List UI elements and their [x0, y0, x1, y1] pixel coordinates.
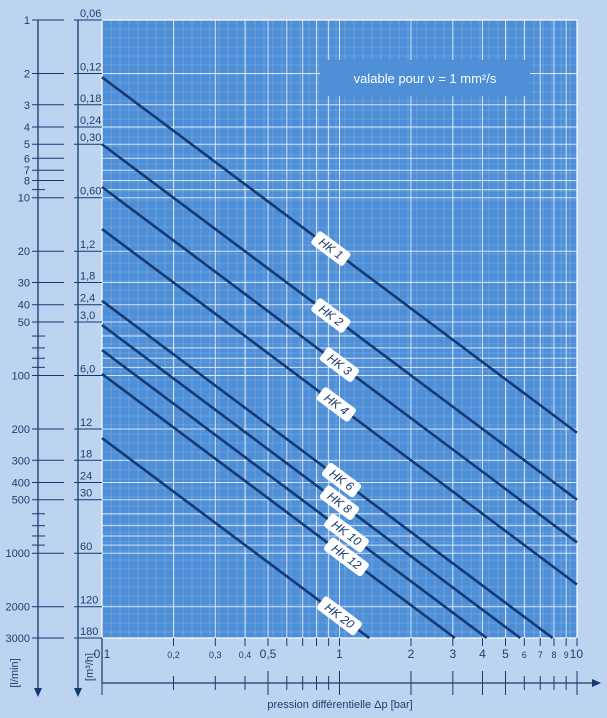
y-tick-label-m3-h: 60: [80, 541, 92, 553]
y-tick-label-m3-h: 0,24: [80, 115, 101, 127]
y-tick-label-m3-h: 0,60: [80, 186, 101, 198]
series-label-bg: [311, 298, 351, 333]
y-tick-label-l-min: 50: [18, 317, 30, 329]
x-tick-label: 0,3: [209, 650, 222, 660]
y-tick-label-l-min: 1: [24, 15, 30, 27]
x-tick-label: 7: [538, 650, 543, 660]
y-tick-label-l-min: 100: [12, 370, 30, 382]
y-unit-l-min: [l/min]: [9, 658, 21, 687]
y-tick-label-l-min: 4: [24, 122, 30, 134]
y-tick-label-m3-h: 12: [80, 417, 92, 429]
y-tick-label-l-min: 300: [12, 455, 30, 467]
y-tick-label-m3-h: 0,12: [80, 62, 101, 74]
series-label-bg: [316, 387, 356, 422]
series-label-bg: [311, 231, 351, 266]
x-tick-label: 0,5: [260, 647, 277, 661]
x-tick-label: 8: [551, 650, 556, 660]
y-tick-label-l-min: 30: [18, 278, 30, 290]
y-tick-label-l-min: 7: [24, 165, 30, 177]
y-unit-m3-h: [m³/h]: [84, 653, 96, 681]
x-tick-label: 1: [336, 647, 343, 661]
y-tick-label-l-min: 1000: [6, 548, 30, 560]
x-tick-label: 6: [522, 650, 527, 660]
x-axis-arrow: [592, 679, 601, 687]
annotation-box: valable pour ν = 1 mm²/s: [320, 60, 530, 96]
y-tick-label-l-min: 2000: [6, 602, 30, 614]
y-tick-label-l-min: 200: [12, 424, 30, 436]
y-tick-label-m3-h: 6,0: [80, 363, 95, 375]
y-tick-label-m3-h: 1,2: [80, 239, 95, 251]
y-tick-label-l-min: 40: [18, 300, 30, 312]
series-label-bg: [324, 537, 369, 577]
y-tick-label-m3-h: 2,4: [80, 293, 95, 305]
series-label-bg: [319, 485, 360, 520]
series-label-bg: [321, 462, 362, 498]
y-tick-label-l-min: 2: [24, 69, 30, 81]
y-tick-label-m3-h: 180: [80, 626, 98, 638]
x-tick-label: 4: [479, 647, 486, 661]
y-tick-label-l-min: 6: [24, 153, 30, 165]
y-tick-label-m3-h: 3,0: [80, 310, 95, 322]
y-tick-label-m3-h: 0,30: [80, 132, 101, 144]
x-tick-label: 5: [502, 647, 509, 661]
y-tick-label-m3-h: 18: [80, 448, 92, 460]
y-tick-label-l-min: 20: [18, 246, 30, 258]
x-tick-label: 9: [564, 650, 569, 660]
y-tick-label-l-min: 5: [24, 139, 30, 151]
y-tick-label-m3-h: 24: [80, 470, 92, 482]
y-axis-m3-h-arrow: [74, 688, 82, 697]
y-axis-l-min-arrow: [34, 688, 42, 697]
x-axis-label: pression différentielle Δp [bar]: [267, 699, 412, 711]
series-line: [101, 372, 456, 640]
x-tick-label: 2: [408, 647, 415, 661]
y-tick-label-m3-h: 0,18: [80, 93, 101, 105]
y-tick-label-l-min: 10: [18, 193, 30, 205]
x-tick-label: 10: [570, 647, 584, 661]
y-tick-label-l-min: 3: [24, 100, 30, 112]
y-axes: 1234567810203040501002003004005001000200…: [6, 8, 102, 697]
x-tick-label: 3: [449, 647, 456, 661]
annotation-text: valable pour ν = 1 mm²/s: [354, 71, 497, 86]
x-tick-label: 0,1: [94, 647, 111, 661]
x-axis: 0,1 0,2 0,3 0,4 0,5 1 2 3 4 5 6 7 8 9 10: [94, 638, 601, 695]
y-tick-label-l-min: 8: [24, 176, 30, 188]
y-tick-label-m3-h: 30: [80, 488, 92, 500]
series-label-bg: [324, 513, 369, 553]
y-tick-label-l-min: 500: [12, 495, 30, 507]
y-tick-label-l-min: 400: [12, 477, 30, 489]
series-line: [101, 323, 522, 640]
series-label-bg: [317, 596, 362, 636]
y-tick-label-l-min: 3000: [6, 633, 30, 645]
series-line: [101, 349, 488, 640]
series-label-bg: [319, 347, 360, 382]
y-tick-label-m3-h: 0,06: [80, 8, 101, 20]
x-tick-label: 0,2: [167, 650, 180, 660]
x-tick-label: 0,4: [239, 650, 252, 660]
y-tick-label-m3-h: 120: [80, 595, 98, 607]
y-tick-label-m3-h: 1,8: [80, 271, 95, 283]
